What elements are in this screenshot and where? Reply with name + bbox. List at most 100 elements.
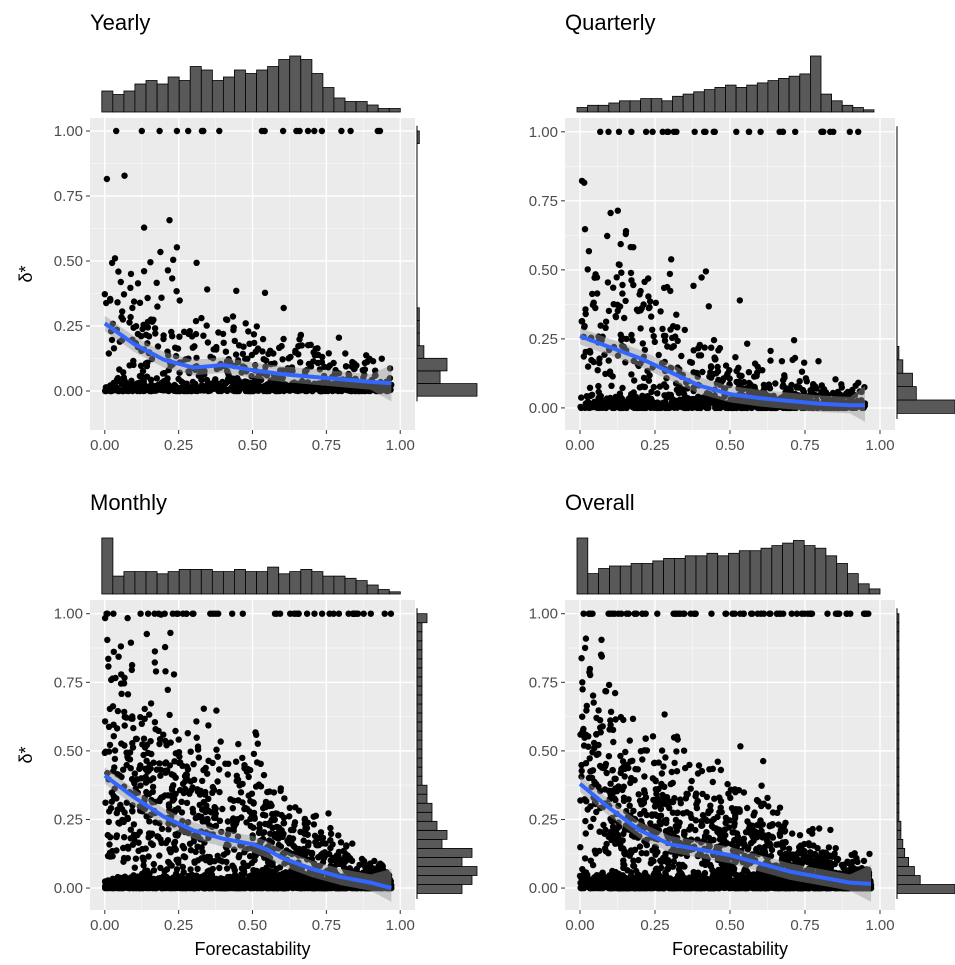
- data-point: [199, 848, 206, 855]
- data-point: [630, 389, 637, 396]
- y-tick-label: 0.00: [54, 383, 83, 400]
- data-point: [211, 858, 218, 865]
- data-point: [772, 380, 779, 387]
- right-histogram-bar: [416, 811, 433, 822]
- data-point: [291, 843, 298, 851]
- data-point: [276, 864, 284, 871]
- data-point: [318, 610, 326, 617]
- data-point: [637, 307, 644, 314]
- y-tick-label: 0.75: [529, 193, 558, 210]
- data-point: [140, 751, 147, 759]
- data-point: [619, 290, 626, 297]
- data-point: [235, 740, 242, 748]
- top-histogram-bar: [355, 101, 368, 113]
- data-point: [189, 378, 197, 386]
- data-point: [800, 388, 808, 396]
- data-point: [111, 755, 119, 763]
- data-point: [120, 844, 127, 852]
- y-tick-label: 0.75: [529, 674, 558, 691]
- right-histogram-bar: [416, 640, 423, 651]
- data-point: [254, 379, 261, 387]
- data-point: [594, 290, 601, 297]
- data-point: [189, 610, 196, 617]
- data-point: [595, 382, 602, 390]
- top-histogram-bar: [189, 569, 202, 595]
- data-point: [372, 367, 379, 374]
- data-point: [669, 863, 677, 870]
- x-axis-label: Forecastability: [672, 939, 788, 959]
- data-point: [348, 857, 356, 864]
- data-point: [135, 839, 142, 846]
- data-point: [701, 401, 709, 409]
- data-point: [214, 852, 221, 860]
- data-point: [156, 740, 163, 748]
- y-tick-label: 0.25: [54, 811, 83, 828]
- top-histogram-bar: [311, 73, 324, 113]
- data-point: [121, 713, 128, 721]
- data-point: [614, 307, 621, 314]
- data-point: [224, 831, 232, 838]
- x-tick-label: 0.00: [565, 437, 594, 454]
- data-point: [157, 836, 164, 843]
- data-point: [779, 383, 786, 390]
- data-point: [257, 783, 265, 790]
- data-point: [277, 787, 284, 795]
- top-histogram-bar: [388, 108, 401, 113]
- data-point: [209, 355, 217, 362]
- data-point: [233, 772, 240, 779]
- data-point: [218, 828, 225, 836]
- y-tick-label: 0.00: [529, 400, 558, 417]
- data-point: [161, 760, 169, 767]
- data-point: [855, 379, 862, 386]
- data-point: [587, 403, 594, 411]
- data-point: [622, 297, 629, 305]
- top-histogram-bar: [211, 571, 224, 595]
- data-point: [123, 799, 130, 806]
- data-point: [241, 847, 248, 854]
- data-point: [648, 388, 655, 396]
- data-point: [612, 313, 620, 321]
- data-point: [170, 772, 177, 779]
- data-point: [127, 313, 134, 321]
- data-point: [242, 320, 249, 327]
- data-point: [721, 393, 728, 400]
- data-point: [152, 819, 159, 826]
- data-point: [139, 884, 147, 892]
- data-point: [160, 332, 167, 339]
- data-point: [319, 834, 327, 841]
- data-point: [124, 691, 132, 698]
- x-tick-label: 0.75: [790, 437, 819, 454]
- data-point: [697, 352, 705, 359]
- data-point: [597, 128, 604, 135]
- data-point: [139, 741, 146, 748]
- data-point: [820, 128, 827, 135]
- data-point: [209, 865, 216, 873]
- data-point: [156, 760, 163, 767]
- data-point: [321, 882, 329, 889]
- data-point: [193, 354, 200, 362]
- data-point: [740, 404, 748, 412]
- data-point: [252, 361, 259, 369]
- x-tick-label: 0.50: [238, 437, 267, 454]
- data-point: [339, 883, 346, 890]
- data-point: [378, 355, 385, 362]
- data-point: [280, 819, 287, 827]
- data-point: [110, 721, 117, 728]
- data-point: [137, 782, 144, 789]
- data-point: [672, 380, 680, 387]
- data-point: [169, 333, 176, 340]
- data-point: [134, 387, 141, 395]
- data-point: [200, 332, 207, 339]
- panel-title: Yearly: [90, 10, 150, 35]
- scatter-points: [101, 610, 395, 892]
- top-histogram-bar: [134, 83, 147, 113]
- data-point: [142, 867, 149, 874]
- data-point: [838, 381, 845, 388]
- data-point: [215, 387, 222, 395]
- data-point: [170, 671, 178, 678]
- top-histogram-bar: [619, 100, 631, 113]
- data-point: [645, 396, 652, 403]
- data-point: [768, 404, 775, 412]
